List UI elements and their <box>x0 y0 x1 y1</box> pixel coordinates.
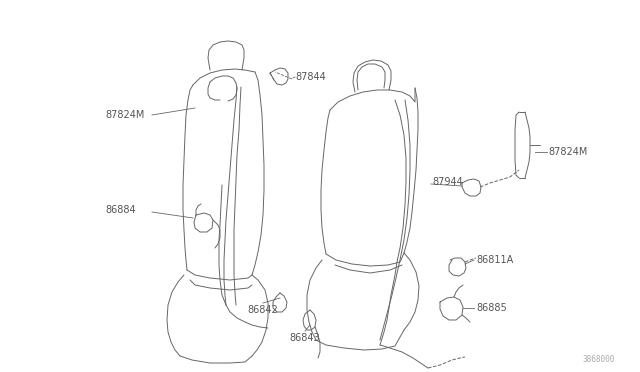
Text: 87824M: 87824M <box>548 147 588 157</box>
Text: 86885: 86885 <box>476 303 507 313</box>
Text: 86811A: 86811A <box>476 255 513 265</box>
Text: 86842: 86842 <box>248 305 278 315</box>
Text: 87844: 87844 <box>295 72 326 82</box>
Text: 86884: 86884 <box>105 205 136 215</box>
Text: 3868000: 3868000 <box>582 355 615 364</box>
Text: 86843: 86843 <box>290 333 320 343</box>
Text: 87944: 87944 <box>432 177 463 187</box>
Text: 87824M: 87824M <box>105 110 145 120</box>
